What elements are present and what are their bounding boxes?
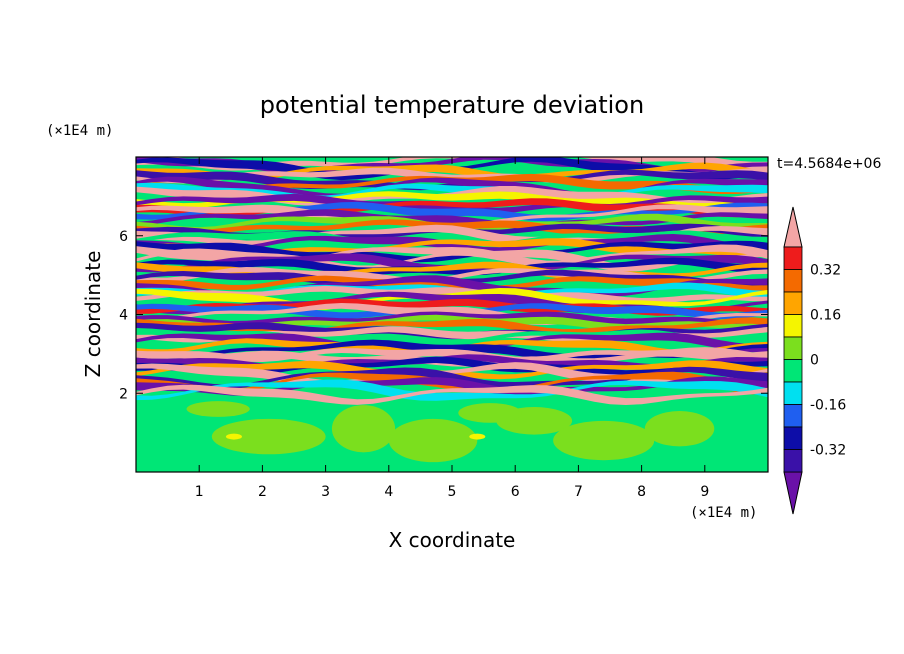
contour-field [136, 157, 768, 472]
contour-band [136, 201, 768, 222]
contour-band [136, 384, 768, 405]
y-tick-label: 6 [119, 229, 128, 245]
colorbar-swatch [783, 404, 803, 428]
time-label: t=4.5684e+06 [777, 156, 881, 172]
colorbar-tick-label: -0.16 [810, 398, 846, 414]
y-tick-label: 4 [119, 308, 128, 324]
contour-band [136, 347, 768, 363]
chart-title: potential temperature deviation [260, 91, 644, 119]
colorbar: 0.32 0.16 0 -0.16 -0.32 [783, 206, 846, 515]
x-tick-label: 5 [448, 484, 457, 500]
contour-blob [553, 420, 655, 461]
contour-band [136, 379, 768, 401]
colorbar-top-triangle [783, 206, 803, 248]
x-tick-label: 6 [511, 484, 520, 500]
colorbar-tick-label: 0 [810, 353, 819, 369]
contour-band [136, 253, 768, 273]
x-tick-label: 7 [574, 484, 583, 500]
x-tick-label: 3 [321, 484, 330, 500]
contour-blob [211, 418, 326, 455]
colorbar-swatch [783, 269, 803, 293]
colorbar-swatch [783, 246, 803, 270]
colorbar-swatch [783, 426, 803, 450]
contour-band [136, 311, 768, 328]
contour-band [136, 173, 768, 195]
colorbar-swatch [783, 291, 803, 315]
colorbar-swatch [783, 381, 803, 405]
colorbar-swatch [783, 449, 803, 473]
contour-band [136, 360, 768, 380]
contour-band [136, 285, 768, 305]
colorbar-tick-label: 0.32 [810, 263, 841, 279]
contour-band [136, 267, 768, 285]
contour-band [136, 213, 768, 234]
contour-blob [644, 410, 715, 447]
y-axis-label: Z coordinate [81, 251, 105, 378]
x-tick-label: 1 [195, 484, 204, 500]
colorbar-tick-label: -0.32 [810, 443, 846, 459]
colorbar-tick-label: 0.16 [810, 308, 841, 324]
contour-blob [388, 418, 478, 463]
contour-band [136, 167, 768, 184]
contour-band [136, 230, 768, 248]
contour-band [136, 209, 768, 230]
contour-band [136, 356, 768, 376]
x-axis-label: X coordinate [389, 528, 516, 552]
colorbar-swatch [783, 336, 803, 360]
plot-area [136, 157, 768, 472]
x-tick-label: 9 [700, 484, 709, 500]
contour-blob [458, 403, 522, 423]
colorbar-swatch [783, 359, 803, 383]
y-axis-ticks: 2 4 6 [119, 229, 768, 402]
x-tick-label: 8 [637, 484, 646, 500]
contour-band [136, 204, 768, 228]
contour-band [136, 350, 768, 367]
contour-band [136, 338, 768, 356]
contour-band [136, 257, 768, 276]
x-axis-ticks: 1 2 3 4 5 6 7 8 9 [195, 157, 709, 500]
contour-band [136, 376, 768, 396]
colorbar-swatch [783, 314, 803, 338]
contour-blob [186, 401, 250, 417]
contour-blob [331, 405, 396, 453]
x-tick-label: 2 [258, 484, 267, 500]
contour-band [136, 162, 768, 182]
colorbar-bottom-triangle [783, 471, 803, 515]
contour-spot [469, 433, 486, 440]
contour-spot [225, 433, 242, 440]
y-tick-label: 2 [119, 386, 128, 402]
x-tick-label: 4 [384, 484, 393, 500]
y-unit-label: (×1E4 m) [46, 123, 113, 139]
x-unit-label: (×1E4 m) [690, 505, 757, 521]
contour-band [136, 332, 768, 353]
contour-band [136, 329, 768, 349]
